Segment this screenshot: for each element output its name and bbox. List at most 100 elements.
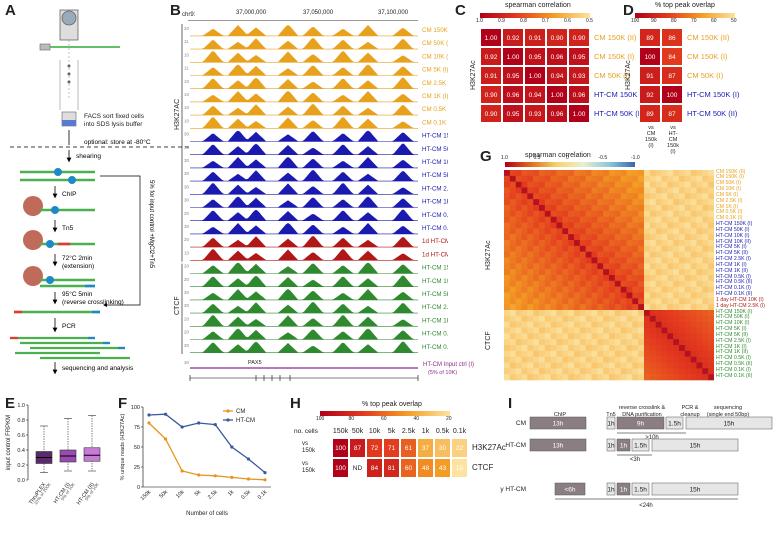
g-cell bbox=[667, 350, 674, 357]
g-cell bbox=[649, 345, 656, 352]
g-cell bbox=[620, 333, 627, 340]
g-cell bbox=[644, 199, 651, 206]
g-row-label: HT-CM 10K (I) bbox=[716, 320, 750, 327]
g-cell bbox=[708, 181, 714, 188]
g-cell bbox=[585, 181, 592, 188]
g-cell bbox=[609, 257, 616, 264]
g-cell bbox=[673, 310, 680, 317]
g-cell bbox=[673, 205, 680, 212]
g-cell bbox=[667, 228, 674, 235]
g-cell bbox=[655, 228, 662, 235]
c-row-label: CM 50K (I) bbox=[594, 71, 631, 80]
g-cell bbox=[568, 251, 575, 258]
g-cell bbox=[649, 222, 656, 229]
g-cell bbox=[708, 368, 714, 375]
g-cell bbox=[614, 234, 621, 241]
g-cell bbox=[679, 257, 686, 264]
g-cell bbox=[620, 210, 627, 217]
g-cell bbox=[585, 205, 592, 212]
g-cell bbox=[708, 315, 714, 322]
g-cell bbox=[702, 327, 709, 334]
g-cell bbox=[679, 175, 686, 182]
g-row-label: HT-CM 0.1K (II) bbox=[716, 291, 753, 297]
g-cell bbox=[556, 310, 563, 317]
g-cell bbox=[661, 216, 668, 223]
g-cell bbox=[597, 263, 604, 270]
g-cell bbox=[673, 304, 680, 311]
g-cell bbox=[679, 228, 686, 235]
g-cell bbox=[585, 193, 592, 200]
g-cell bbox=[515, 362, 522, 369]
g-cell bbox=[515, 199, 522, 206]
g-cell bbox=[644, 170, 651, 177]
g-cell bbox=[626, 350, 633, 357]
g-cell bbox=[690, 181, 697, 188]
g-cell bbox=[626, 339, 633, 346]
g-cell bbox=[574, 210, 581, 217]
g-cell bbox=[568, 181, 575, 188]
g-cell bbox=[667, 170, 674, 177]
g-cell bbox=[626, 280, 633, 287]
g-cell bbox=[509, 315, 516, 322]
g-cell bbox=[649, 362, 656, 369]
i-head: reverse crosslink & bbox=[619, 405, 666, 411]
g-tick: 0.5 bbox=[533, 155, 541, 161]
g-cell bbox=[661, 286, 668, 293]
g-cell bbox=[504, 286, 511, 293]
g-cell bbox=[544, 275, 551, 282]
d-tick: 100 bbox=[631, 18, 640, 24]
g-cell bbox=[509, 210, 516, 217]
g-cell bbox=[696, 269, 703, 276]
g-cell bbox=[626, 298, 633, 305]
g-cell bbox=[679, 310, 686, 317]
g-cell bbox=[509, 175, 516, 182]
g-cell bbox=[638, 321, 645, 328]
g-cell bbox=[521, 310, 528, 317]
c-cell: 1.00 bbox=[546, 85, 568, 104]
g-cell bbox=[556, 374, 563, 381]
g-cell bbox=[690, 327, 697, 334]
c-tick: 1.0 bbox=[476, 18, 483, 24]
g-cell bbox=[620, 356, 627, 363]
g-cell bbox=[579, 345, 586, 352]
g-cell bbox=[632, 298, 639, 305]
g-row-label: HT-CM 1K (I) bbox=[716, 343, 747, 350]
g-cell bbox=[614, 280, 621, 287]
g-cell bbox=[667, 315, 674, 322]
g-cell bbox=[504, 374, 511, 381]
g-cell bbox=[690, 350, 697, 357]
g-cell bbox=[632, 368, 639, 375]
track-ymax-23: 20 bbox=[184, 330, 190, 335]
g-cell bbox=[614, 356, 621, 363]
g-cell bbox=[533, 251, 540, 258]
g-cell bbox=[702, 321, 709, 328]
g-cell bbox=[521, 350, 528, 357]
f-xtick-label: 1k bbox=[227, 489, 236, 498]
g-cell bbox=[614, 251, 621, 258]
g-cell bbox=[696, 210, 703, 217]
g-tick: -0.5 bbox=[598, 155, 608, 161]
h-col-head: 2.5k bbox=[401, 428, 416, 435]
f-point bbox=[213, 474, 217, 478]
g-cell bbox=[574, 269, 581, 276]
d-col-head: vs bbox=[670, 125, 676, 131]
g-cell bbox=[533, 315, 540, 322]
g-cell bbox=[684, 310, 691, 317]
panel-label-d: D bbox=[623, 2, 634, 19]
track-ymax-0: 20 bbox=[184, 26, 190, 31]
g-cell bbox=[649, 181, 656, 188]
g-cell bbox=[603, 333, 610, 340]
g-cell bbox=[626, 374, 633, 381]
g-cell bbox=[696, 175, 703, 182]
g-cell bbox=[527, 280, 534, 287]
g-cell bbox=[638, 280, 645, 287]
g-cell bbox=[533, 199, 540, 206]
g-cell bbox=[568, 327, 575, 334]
g-cell bbox=[702, 333, 709, 340]
g-cell bbox=[708, 310, 714, 317]
g-cell bbox=[649, 251, 656, 258]
g-cell bbox=[667, 222, 674, 229]
c-cell: 0.95 bbox=[502, 66, 524, 85]
g-cell bbox=[684, 222, 691, 229]
g-cell bbox=[644, 321, 651, 328]
